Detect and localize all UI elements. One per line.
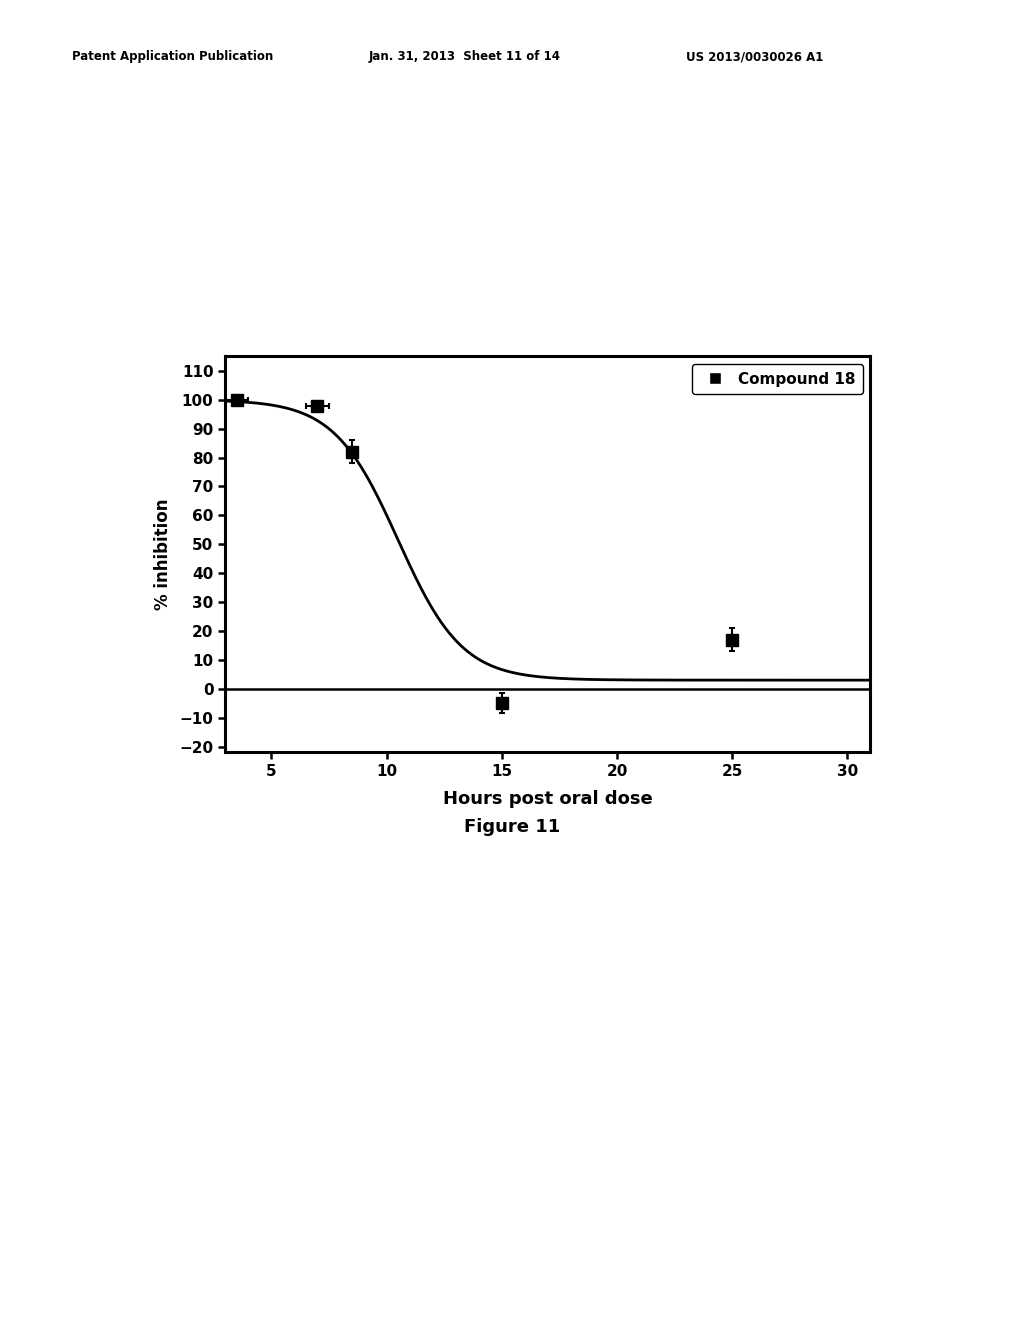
Legend: Compound 18: Compound 18 (692, 364, 863, 395)
X-axis label: Hours post oral dose: Hours post oral dose (443, 791, 652, 808)
Text: Jan. 31, 2013  Sheet 11 of 14: Jan. 31, 2013 Sheet 11 of 14 (369, 50, 561, 63)
Y-axis label: % inhibition: % inhibition (155, 499, 172, 610)
Text: Patent Application Publication: Patent Application Publication (72, 50, 273, 63)
Text: Figure 11: Figure 11 (464, 818, 560, 837)
Text: US 2013/0030026 A1: US 2013/0030026 A1 (686, 50, 823, 63)
